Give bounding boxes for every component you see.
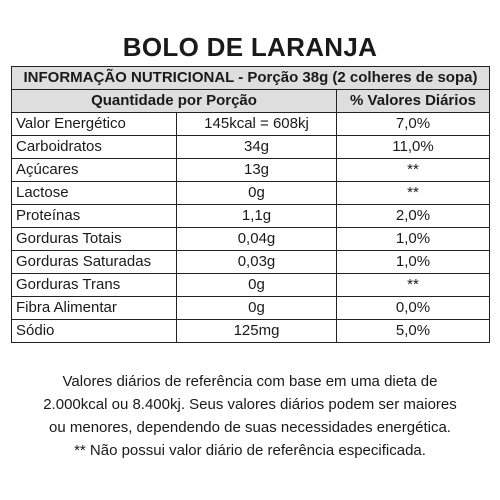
table-row: Gorduras Saturadas 0,03g 1,0% bbox=[11, 250, 491, 274]
nutrient-daily-value: ** bbox=[335, 273, 491, 297]
nutrient-daily-value: ** bbox=[335, 158, 491, 182]
nutrient-name: Gorduras Totais bbox=[11, 227, 177, 251]
footnote: Valores diários de referência com base e… bbox=[0, 370, 500, 462]
table-row: Açúcares 13g ** bbox=[11, 158, 491, 182]
table-row: Sódio 125mg 5,0% bbox=[11, 319, 491, 343]
nutrient-daily-value: 2,0% bbox=[335, 204, 491, 228]
table-row: Carboidratos 34g 11,0% bbox=[11, 135, 491, 159]
nutrient-name: Gorduras Saturadas bbox=[11, 250, 177, 274]
nutrient-name: Carboidratos bbox=[11, 135, 177, 159]
nutrient-quantity: 1,1g bbox=[176, 204, 337, 228]
table-title-row: INFORMAÇÃO NUTRICIONAL - Porção 38g (2 c… bbox=[10, 66, 491, 90]
footnote-line: ** Não possui valor diário de referência… bbox=[74, 442, 426, 459]
page-title: BOLO DE LARANJA bbox=[122, 32, 378, 62]
nutrient-quantity: 145kcal = 608kj bbox=[176, 112, 337, 136]
nutrient-daily-value: 7,0% bbox=[335, 112, 491, 136]
nutrient-daily-value: 11,0% bbox=[335, 135, 491, 159]
column-header-quantity: Quantidade por Porção bbox=[11, 89, 337, 113]
nutrient-daily-value: ** bbox=[335, 181, 491, 205]
nutrient-daily-value: 1,0% bbox=[335, 227, 491, 251]
table-row: Gorduras Totais 0,04g 1,0% bbox=[11, 227, 491, 251]
nutrient-daily-value: 0,0% bbox=[335, 296, 491, 320]
nutrient-name: Sódio bbox=[11, 319, 177, 343]
nutrient-quantity: 0g bbox=[176, 181, 337, 205]
column-header-daily-value: % Valores Diários bbox=[335, 89, 491, 113]
column-header-row: Quantidade por Porção % Valores Diários bbox=[11, 89, 491, 113]
nutrient-quantity: 13g bbox=[176, 158, 337, 182]
nutrient-name: Lactose bbox=[11, 181, 177, 205]
table-row: Gorduras Trans 0g ** bbox=[11, 273, 491, 297]
nutrient-name: Valor Energético bbox=[11, 112, 177, 136]
nutrient-name: Açúcares bbox=[11, 158, 177, 182]
nutrient-name: Proteínas bbox=[11, 204, 177, 228]
nutrient-quantity: 0g bbox=[176, 273, 337, 297]
nutrient-quantity: 125mg bbox=[176, 319, 337, 343]
footnote-line: ou menores, dependendo de suas necessida… bbox=[49, 419, 451, 436]
nutrient-daily-value: 5,0% bbox=[335, 319, 491, 343]
table-row: Lactose 0g ** bbox=[11, 181, 491, 205]
table-title: INFORMAÇÃO NUTRICIONAL - Porção 38g (2 c… bbox=[10, 66, 491, 90]
nutrient-name: Fibra Alimentar bbox=[11, 296, 177, 320]
nutrient-quantity: 0,04g bbox=[176, 227, 337, 251]
nutrition-facts-table: INFORMAÇÃO NUTRICIONAL - Porção 38g (2 c… bbox=[10, 66, 491, 343]
nutrient-quantity: 0g bbox=[176, 296, 337, 320]
table-row: Fibra Alimentar 0g 0,0% bbox=[11, 296, 491, 320]
table-row: Proteínas 1,1g 2,0% bbox=[11, 204, 491, 228]
table-row: Valor Energético 145kcal = 608kj 7,0% bbox=[11, 112, 491, 136]
nutrient-quantity: 34g bbox=[176, 135, 337, 159]
footnote-line: 2.000kcal ou 8.400kj. Seus valores diári… bbox=[43, 396, 457, 413]
nutrient-daily-value: 1,0% bbox=[335, 250, 491, 274]
footnote-line: Valores diários de referência com base e… bbox=[62, 373, 438, 390]
nutrient-quantity: 0,03g bbox=[176, 250, 337, 274]
nutrient-name: Gorduras Trans bbox=[11, 273, 177, 297]
